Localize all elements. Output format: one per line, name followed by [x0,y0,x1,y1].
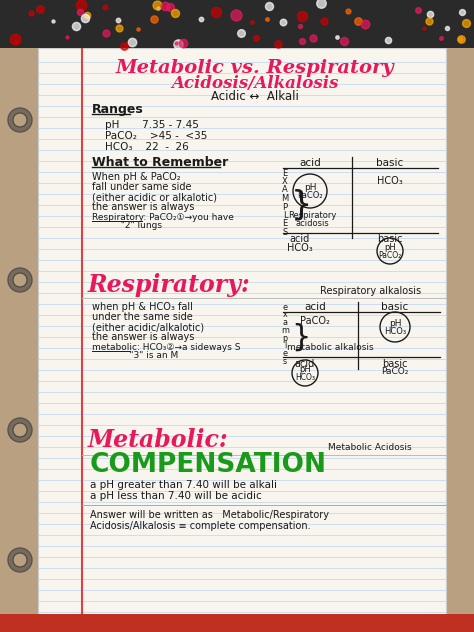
Text: Acidic ↔  Alkali: Acidic ↔ Alkali [211,90,299,104]
Text: What to Remember: What to Remember [92,157,228,169]
Text: acid: acid [295,359,315,369]
Circle shape [13,273,27,287]
Text: PaCO₂: PaCO₂ [378,250,401,260]
Circle shape [13,423,27,437]
Text: a: a [283,318,288,327]
Text: S: S [283,228,288,237]
Text: acid: acid [304,302,326,312]
Text: basic: basic [377,234,403,244]
Text: E: E [283,169,288,178]
Text: COMPENSATION: COMPENSATION [90,452,327,478]
Circle shape [8,268,32,292]
Text: Respiratory: PaCO₂①→you have: Respiratory: PaCO₂①→you have [92,212,234,221]
Text: HCO₃: HCO₃ [384,327,406,336]
Circle shape [8,418,32,442]
FancyBboxPatch shape [38,48,446,614]
Text: Acidosis/Alkalosis: Acidosis/Alkalosis [171,75,339,92]
Text: pH: pH [389,320,401,329]
Text: Metabolic Acidosis: Metabolic Acidosis [328,444,412,453]
Text: e: e [283,303,288,312]
Text: "3" is an M: "3" is an M [92,351,178,360]
Text: M: M [282,194,289,203]
Text: metabolic: HCO₃②→a sideways S: metabolic: HCO₃②→a sideways S [92,343,240,351]
Text: PaCO₂    >45 -  <35: PaCO₂ >45 - <35 [105,131,207,141]
Text: the answer is always: the answer is always [92,332,194,342]
Text: x: x [283,310,287,319]
Text: pH: pH [304,183,316,191]
Text: HCO₃    22  -  26: HCO₃ 22 - 26 [105,142,189,152]
Text: PaCO₂: PaCO₂ [297,191,323,200]
Text: }: } [291,322,310,351]
Text: X: X [282,177,288,186]
Text: HCO₃: HCO₃ [287,243,313,253]
Text: Metabolic vs. Respiratory: Metabolic vs. Respiratory [116,59,394,77]
Text: E: E [283,219,288,229]
Text: fall under same side: fall under same side [92,182,191,192]
Text: m: m [281,326,289,335]
Text: acidosis: acidosis [295,219,329,228]
Text: pH       7.35 - 7.45: pH 7.35 - 7.45 [105,120,199,130]
Text: (either acidic or alkalotic): (either acidic or alkalotic) [92,192,217,202]
Circle shape [13,113,27,127]
Text: acid: acid [299,158,321,168]
Text: Respiratory alkalosis: Respiratory alkalosis [320,286,421,296]
Circle shape [13,553,27,567]
Text: "2" lungs: "2" lungs [92,221,162,231]
Text: P: P [283,202,288,212]
Text: basic: basic [376,158,404,168]
Circle shape [8,108,32,132]
Text: acid: acid [290,234,310,244]
Text: pH: pH [299,365,311,375]
Text: Answer will be written as   Metabolic/Respiratory: Answer will be written as Metabolic/Resp… [90,510,329,520]
Text: under the same side: under the same side [92,312,193,322]
Text: PaCO₂: PaCO₂ [300,316,330,326]
Text: a pH less than 7.40 will be acidic: a pH less than 7.40 will be acidic [90,491,262,501]
Text: basic: basic [382,302,409,312]
Text: L: L [283,211,287,220]
Text: basic: basic [382,359,408,369]
Text: HCO₃: HCO₃ [377,176,403,186]
Text: HCO₃: HCO₃ [295,372,315,382]
Text: Ranges: Ranges [92,104,144,116]
Text: PaCO₂: PaCO₂ [381,367,409,377]
Text: A: A [282,186,288,195]
Circle shape [8,548,32,572]
Text: Metabolic:: Metabolic: [88,428,228,452]
Text: Respiratory: Respiratory [288,210,336,219]
Text: e: e [283,349,288,358]
Text: pH: pH [384,243,396,253]
Text: p: p [283,334,288,343]
Text: s: s [283,357,287,366]
Text: l: l [284,341,286,351]
Text: Acidosis/Alkalosis ≡ complete compensation.: Acidosis/Alkalosis ≡ complete compensati… [90,521,310,531]
FancyBboxPatch shape [0,614,474,632]
Text: }: } [291,188,312,221]
Text: Respiratory:: Respiratory: [88,273,251,297]
Text: (either acidic/alkalotic): (either acidic/alkalotic) [92,322,204,332]
Text: the answer is always: the answer is always [92,202,194,212]
Text: when pH & HCO₃ fall: when pH & HCO₃ fall [92,302,193,312]
Text: When pH & PaCO₂: When pH & PaCO₂ [92,172,181,182]
Text: metabolic alkalosis: metabolic alkalosis [287,343,374,351]
Text: a pH greater than 7.40 will be alkali: a pH greater than 7.40 will be alkali [90,480,277,490]
FancyBboxPatch shape [0,0,474,48]
